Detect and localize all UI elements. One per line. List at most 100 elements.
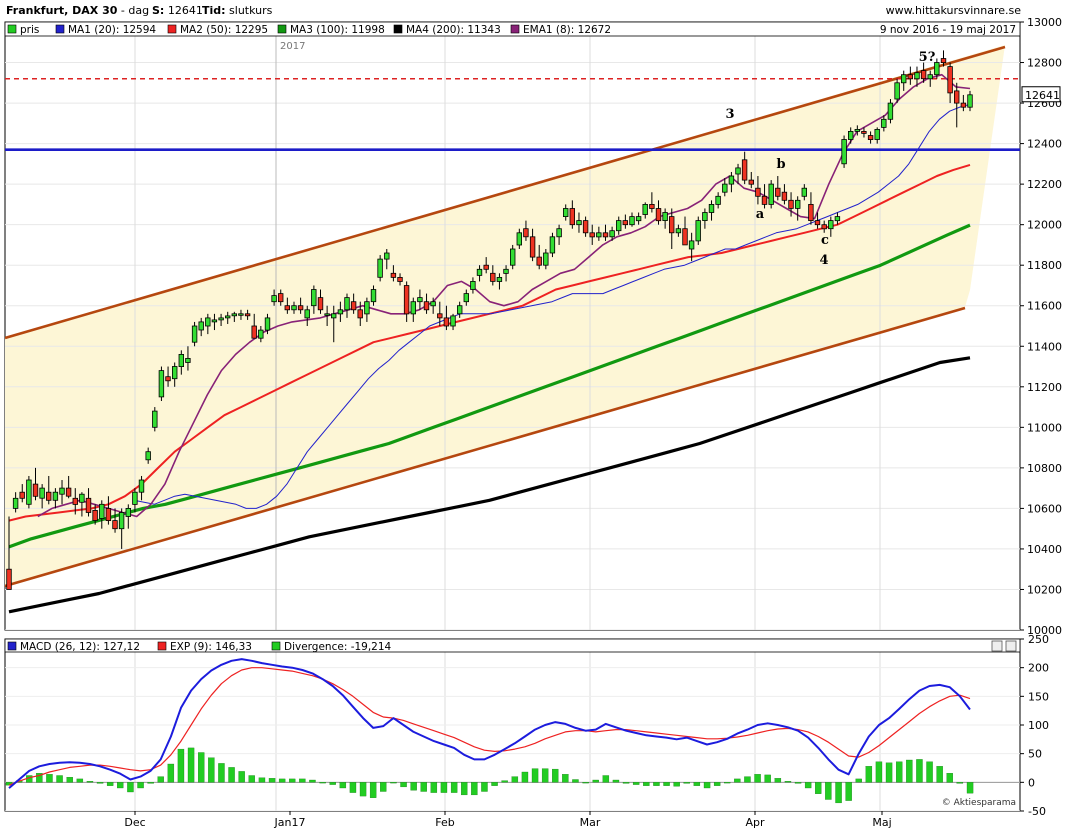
candle (244, 309, 251, 320)
divergence-bar (36, 773, 43, 783)
wave-label: b (776, 157, 785, 172)
macd-panel (5, 639, 1020, 811)
candle-body (85, 497, 92, 513)
candle-body (781, 191, 788, 201)
candle (330, 305, 337, 343)
divergence-bar (744, 776, 751, 783)
candle (39, 484, 45, 509)
candle (649, 192, 655, 213)
candle (821, 220, 827, 233)
price-axis-label: 12200 (1027, 178, 1062, 191)
candle (874, 127, 880, 144)
candle (211, 313, 218, 331)
candle-body (834, 216, 841, 222)
candle (622, 214, 628, 229)
candle (337, 301, 344, 322)
candle (582, 216, 589, 237)
macd-axis-label: 0 (1028, 776, 1035, 789)
watermark: © Aktiesparama (942, 798, 1016, 808)
divergence-bar (653, 782, 660, 786)
candle-body (138, 479, 145, 493)
candle (6, 516, 12, 590)
divergence-bar (612, 779, 620, 783)
candle-body (211, 319, 218, 323)
candle-body (357, 309, 363, 319)
divergence-bar (673, 782, 680, 787)
candle-body (881, 118, 887, 128)
candle (463, 289, 469, 306)
candle-body (384, 252, 390, 260)
divergence-bar (198, 752, 205, 783)
chart-header: Frankfurt, DAX 30 - dag S: 12641 Tid: sl… (0, 0, 1065, 20)
candle (191, 321, 198, 347)
candle-body (728, 175, 735, 185)
candle-body (437, 313, 443, 319)
divergence-bar (228, 767, 235, 783)
candle-body (463, 293, 469, 303)
candle (450, 313, 456, 331)
candle-body (682, 228, 688, 246)
candle (397, 273, 403, 286)
candle-body (344, 297, 350, 311)
candle-body (125, 507, 131, 517)
candle (496, 273, 503, 290)
candle (715, 192, 721, 209)
candle (79, 492, 85, 517)
candle (516, 228, 522, 249)
divergence-bar (855, 778, 862, 783)
candle-body (602, 232, 609, 238)
candle-body (244, 313, 251, 317)
candle (423, 293, 430, 314)
legend-swatch (55, 24, 65, 34)
candle (238, 309, 244, 320)
divergence-bar (632, 782, 640, 785)
divergence-bar (461, 782, 468, 796)
candle-body (145, 451, 151, 461)
candle (476, 265, 483, 282)
candle-body (377, 258, 383, 278)
divergence-bar (804, 782, 812, 789)
candle (662, 208, 668, 229)
channel-upper-line (5, 45, 1006, 340)
divergence-bar (390, 782, 397, 784)
candle (940, 50, 947, 67)
divergence-bar (774, 778, 782, 783)
legend-swatch (7, 641, 17, 651)
divergence-bar (663, 782, 670, 786)
x-axis-label: Mar (580, 816, 601, 829)
legend-swatch (277, 24, 287, 34)
candle-body (490, 272, 496, 282)
divergence-bar (430, 782, 438, 793)
wave-label: c (821, 233, 829, 248)
x-axis-label: Feb (435, 816, 454, 829)
candle (377, 255, 383, 282)
divergence-bar (572, 779, 579, 783)
price-axis-label: 12800 (1027, 57, 1062, 70)
candle-body (79, 493, 85, 503)
candle-body (549, 236, 556, 254)
candle-body (470, 280, 476, 290)
candle (808, 192, 814, 225)
candle-body (304, 309, 310, 319)
divergence-bar (713, 782, 721, 786)
price-axis-label: 11600 (1027, 300, 1062, 313)
signal-line (8, 667, 971, 786)
candle-body (12, 497, 19, 509)
candle-body (635, 216, 642, 222)
divergence-bar (238, 771, 245, 783)
candle (834, 212, 841, 225)
price-axis-label: 10400 (1027, 543, 1062, 556)
candle (158, 366, 165, 401)
candle (741, 151, 748, 185)
candle-body (695, 220, 701, 242)
candle (655, 200, 662, 225)
candle (682, 216, 688, 246)
candle-body (649, 203, 655, 209)
candle (125, 504, 131, 529)
legend-item: MA1 (20): 12594 (68, 24, 156, 36)
wave-label: 3 (725, 107, 734, 122)
candle-body (205, 317, 211, 327)
macd-axis-label: 100 (1028, 719, 1049, 732)
candle-body (582, 220, 589, 234)
candle (781, 184, 788, 205)
